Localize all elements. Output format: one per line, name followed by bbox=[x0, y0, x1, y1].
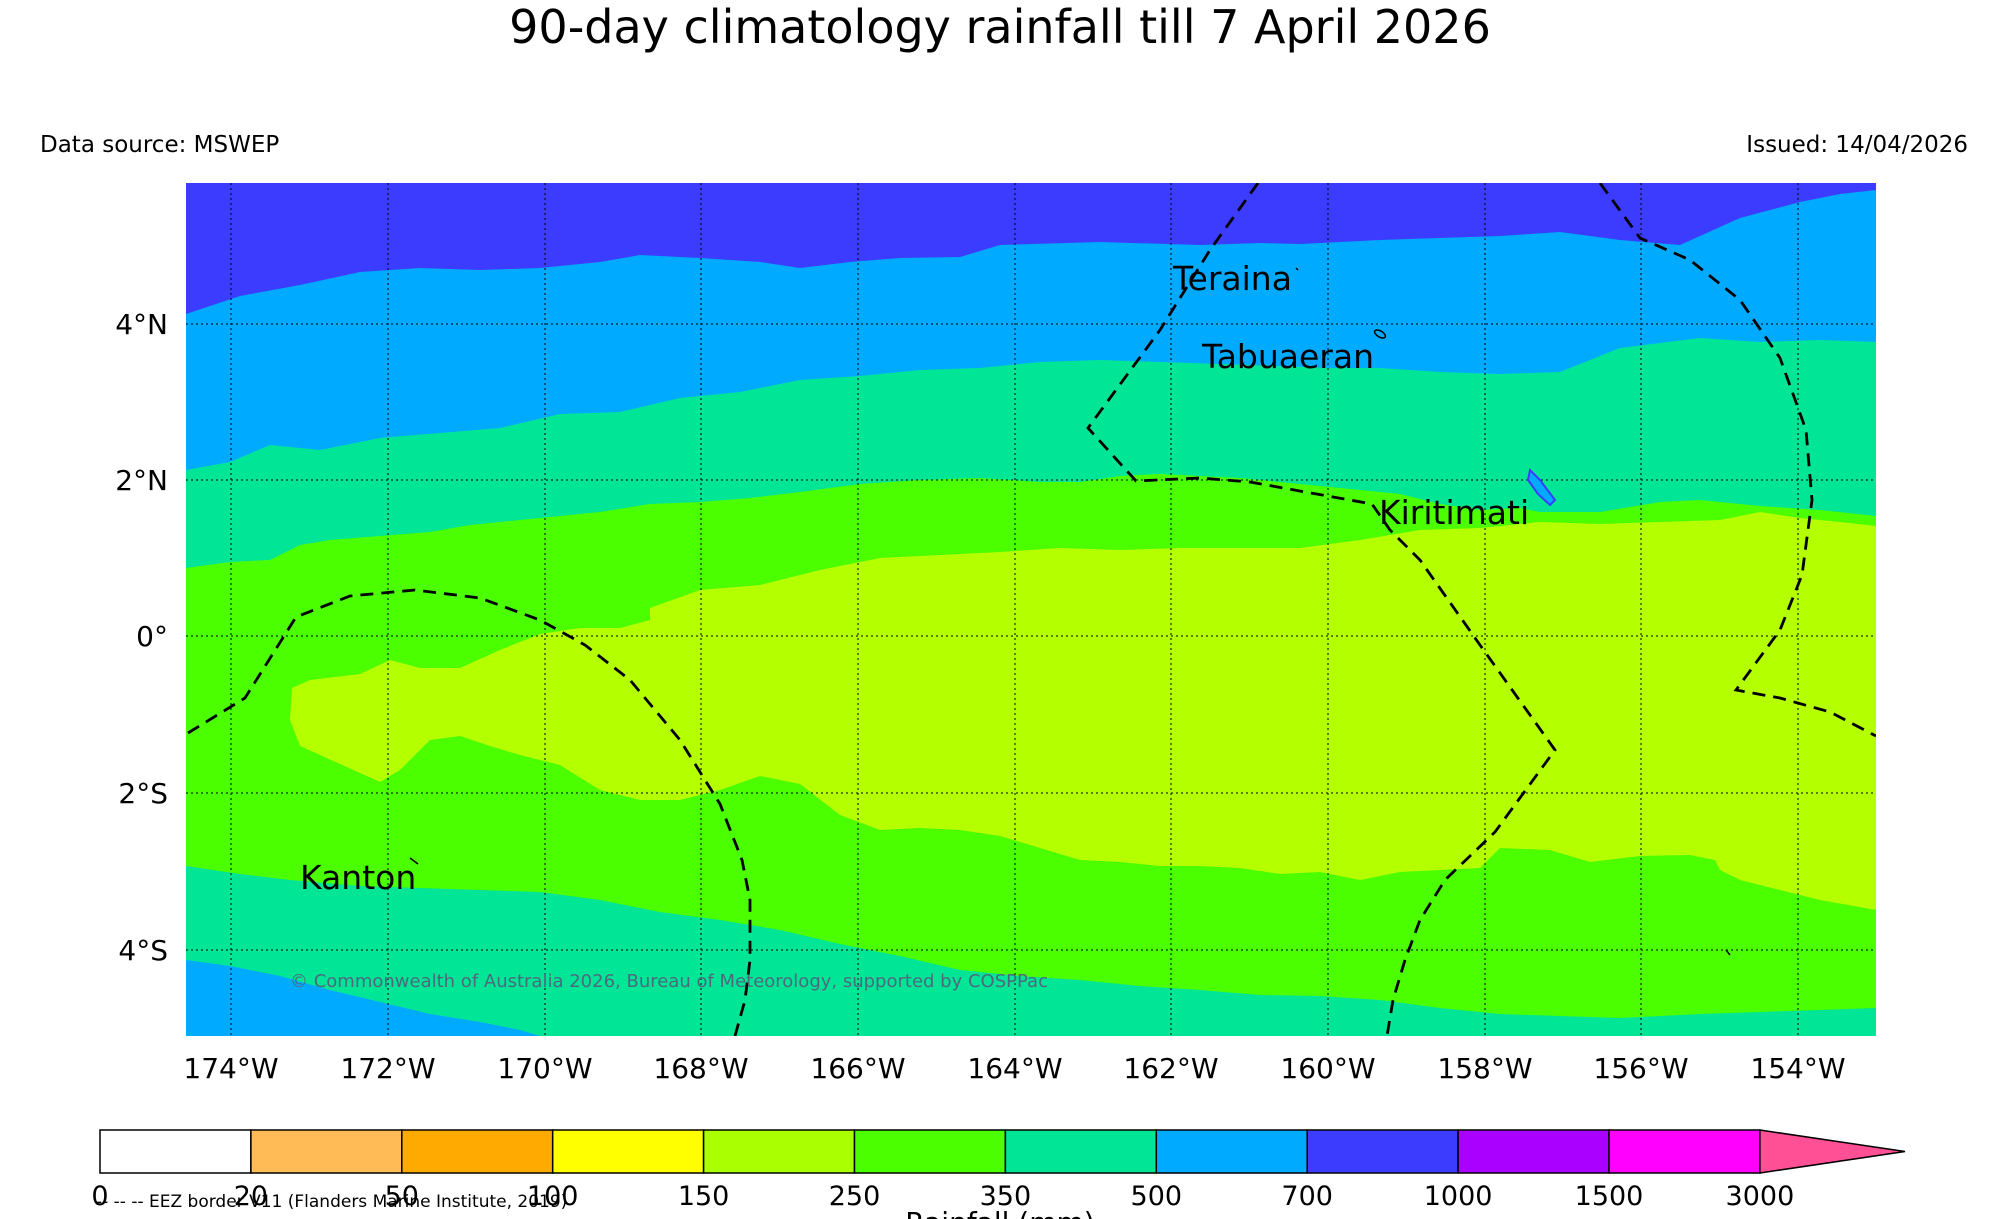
colorbar-tick-label: 1000 bbox=[1424, 1181, 1493, 1212]
lon-label: 172°W bbox=[340, 1052, 435, 1085]
place-label-tabuaeran: Tabuaeran bbox=[1201, 337, 1374, 376]
colorbar-segment bbox=[853, 1129, 1007, 1174]
graticule bbox=[186, 183, 1876, 1036]
lon-label: 168°W bbox=[653, 1052, 748, 1085]
colorbar-segment bbox=[1004, 1129, 1158, 1174]
colorbar-segment bbox=[1608, 1129, 1761, 1174]
issued-date: Issued: 14/04/2026 bbox=[1746, 132, 1968, 158]
colorbar-segment bbox=[1457, 1129, 1610, 1174]
colorbar-tick-label: 150 bbox=[678, 1181, 730, 1212]
data-source: Data source: MSWEP bbox=[40, 132, 280, 158]
lon-label: 174°W bbox=[183, 1052, 278, 1085]
colorbar-segment bbox=[551, 1129, 705, 1174]
rain-band-150-250 bbox=[290, 512, 1876, 910]
colorbar-tick-label: 250 bbox=[829, 1181, 881, 1212]
colorbar-segment bbox=[250, 1129, 403, 1174]
colorbar-segment bbox=[702, 1129, 856, 1174]
place-label-teraina: Teraina bbox=[1172, 259, 1292, 298]
colorbar-ticks: 0 20 50 100 150 250 350 500 700 1000 1500 3000 bbox=[91, 1181, 1794, 1212]
lat-label: 4°N bbox=[115, 308, 168, 341]
lon-label: 158°W bbox=[1437, 1052, 1532, 1085]
copyright-notice: © Commonwealth of Australia 2026, Bureau… bbox=[290, 971, 1048, 992]
colorbar-segment bbox=[1306, 1129, 1459, 1174]
lat-label: 4°S bbox=[118, 934, 168, 967]
lon-label: 156°W bbox=[1593, 1052, 1688, 1085]
lat-label: 2°N bbox=[115, 464, 168, 497]
lon-label: 164°W bbox=[967, 1052, 1062, 1085]
lon-label: 170°W bbox=[497, 1052, 592, 1085]
colorbar-tick-label: 50 bbox=[385, 1181, 419, 1212]
colorbar-tick-label: 20 bbox=[234, 1181, 268, 1212]
colorbar-tick-label: 1500 bbox=[1575, 1181, 1644, 1212]
rain-band-350-500-south bbox=[186, 866, 1876, 1036]
lon-label: 154°W bbox=[1750, 1052, 1845, 1085]
colorbar-tick-label: 700 bbox=[1281, 1181, 1333, 1212]
lat-label: 2°S bbox=[118, 777, 168, 810]
eez-borders bbox=[187, 183, 1876, 1036]
lat-label: 0° bbox=[136, 620, 168, 653]
map-title: 90-day climatology rainfall till 7 April… bbox=[509, 0, 1491, 54]
island-markers bbox=[409, 267, 1731, 956]
tabuaeran-island-marker bbox=[1373, 329, 1387, 339]
teraina-island-marker bbox=[1295, 267, 1299, 271]
colorbar-tick-label: 100 bbox=[527, 1181, 579, 1212]
colorbar-segment bbox=[401, 1129, 554, 1174]
lon-label: 160°W bbox=[1280, 1052, 1375, 1085]
place-label-kiritimati: Kiritimati bbox=[1379, 493, 1529, 532]
colorbar bbox=[99, 1129, 1906, 1174]
colorbar-tick-label: 3000 bbox=[1726, 1181, 1795, 1212]
colorbar-segment bbox=[99, 1129, 252, 1174]
lon-label: 166°W bbox=[810, 1052, 905, 1085]
colorbar-tick-label: 500 bbox=[1131, 1181, 1183, 1212]
colorbar-tick-label: 350 bbox=[980, 1181, 1032, 1212]
place-label-kanton: Kanton bbox=[300, 858, 416, 897]
legend-title: Rainfall (mm) bbox=[905, 1206, 1094, 1219]
colorbar-tick-label: 0 bbox=[91, 1181, 108, 1212]
colorbar-extend-arrow bbox=[1759, 1129, 1906, 1174]
kanton-island-marker bbox=[409, 857, 419, 865]
rain-band-500-700-south bbox=[186, 960, 540, 1036]
lon-label: 162°W bbox=[1123, 1052, 1218, 1085]
colorbar-segment bbox=[1155, 1129, 1308, 1174]
eez-note: -- -- -- EEZ border V11 (Flanders Marine… bbox=[96, 1192, 567, 1212]
islet-marker bbox=[1725, 949, 1731, 956]
kiritimati-island-marker bbox=[1526, 467, 1557, 507]
